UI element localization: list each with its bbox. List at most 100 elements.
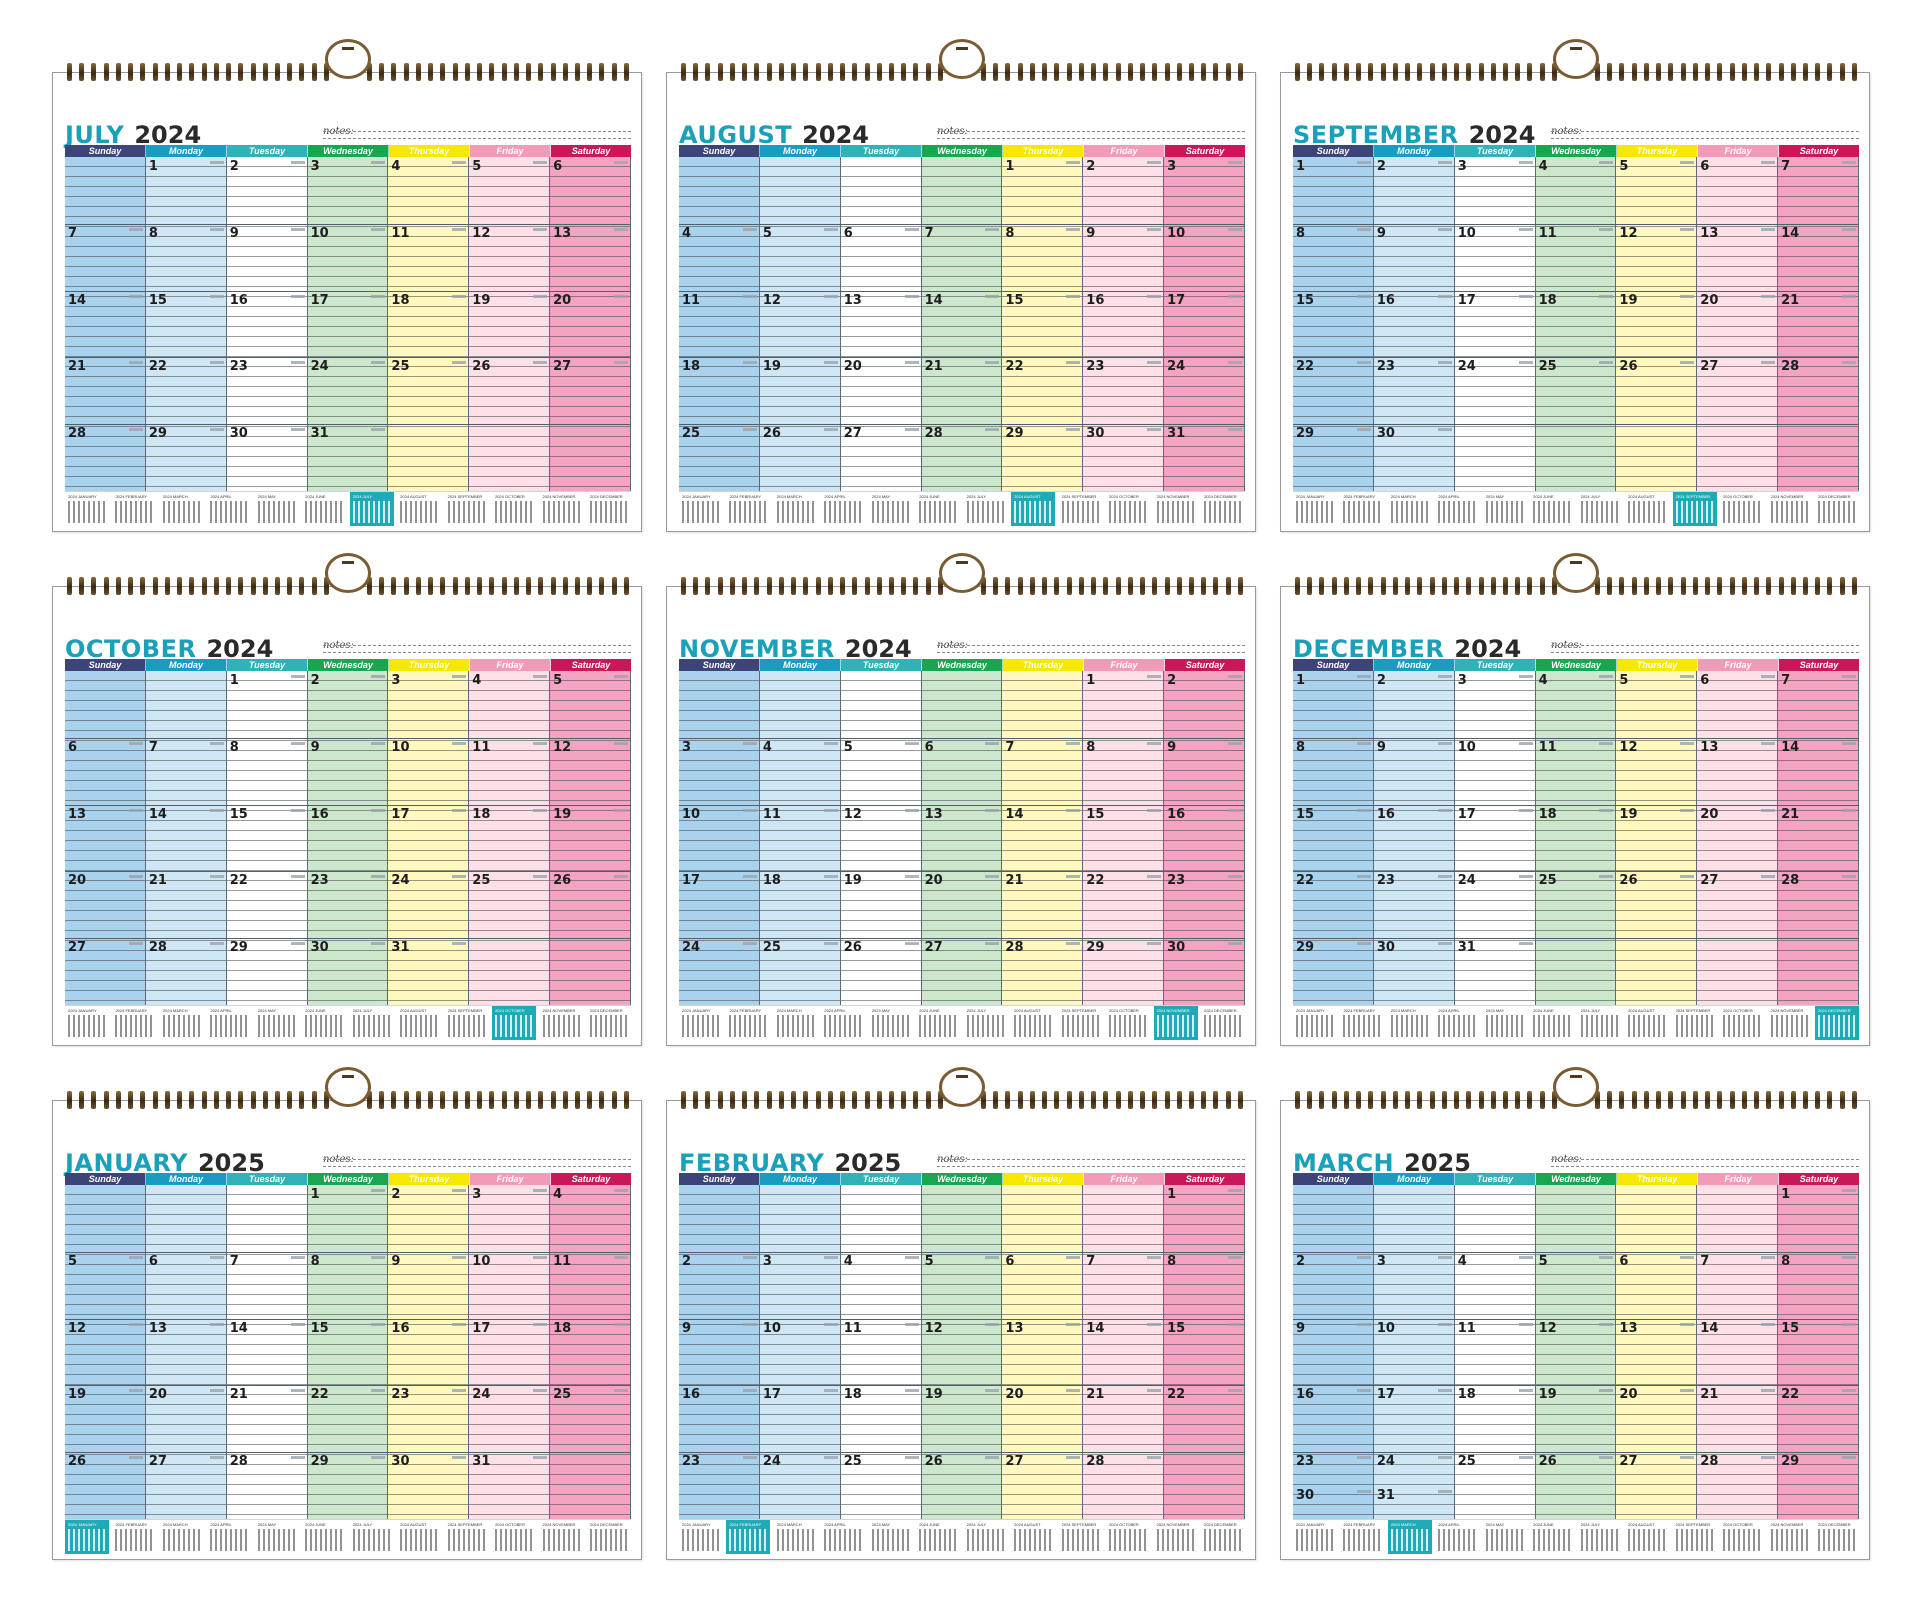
day-cell[interactable]: 25 — [679, 424, 760, 457]
day-cell[interactable]: 17 — [1455, 291, 1536, 324]
day-cell[interactable]: 16 — [227, 291, 308, 324]
day-cell[interactable]: 10 — [1455, 738, 1536, 771]
day-cell[interactable]: 21 — [1697, 1385, 1778, 1418]
day-cell[interactable]: 22 — [1083, 871, 1164, 904]
notes-area[interactable]: notes: — [323, 635, 631, 659]
day-cell[interactable]: 2 — [1083, 157, 1164, 190]
hanger-hook[interactable] — [1553, 1067, 1599, 1107]
day-cell[interactable]: 22 — [1293, 357, 1374, 390]
day-cell[interactable]: 5 — [1536, 1252, 1617, 1285]
day-cell[interactable]: 29 — [1083, 938, 1164, 971]
day-cell[interactable]: 24 — [1164, 357, 1245, 390]
day-cell[interactable]: 14 — [65, 291, 146, 324]
day-cell[interactable]: 27 — [550, 357, 631, 390]
day-cell[interactable]: 22 — [1778, 1385, 1859, 1418]
day-cell[interactable]: 11 — [469, 738, 550, 771]
day-cell[interactable]: 1 — [308, 1185, 389, 1218]
day-cell[interactable]: 15 — [1164, 1319, 1245, 1352]
day-cell[interactable]: 26 — [1616, 357, 1697, 390]
day-cell[interactable]: 28 — [1697, 1452, 1778, 1485]
day-cell[interactable]: 15 — [1002, 291, 1083, 324]
day-cell[interactable]: 25 — [1536, 871, 1617, 904]
day-cell[interactable]: 18 — [1536, 805, 1617, 838]
day-cell[interactable]: 17 — [679, 871, 760, 904]
day-cell[interactable]: 7 — [146, 738, 227, 771]
day-cell[interactable]: 29 — [1293, 938, 1374, 971]
day-cell[interactable]: 8 — [1002, 224, 1083, 257]
notes-area[interactable]: notes: — [1551, 121, 1859, 145]
day-cell[interactable]: 8 — [1293, 224, 1374, 257]
day-cell[interactable]: 3 — [1374, 1252, 1455, 1285]
day-cell[interactable]: 4 — [841, 1252, 922, 1285]
day-cell[interactable]: 16 — [1374, 291, 1455, 324]
day-cell[interactable]: 9 — [388, 1252, 469, 1285]
day-cell[interactable]: 14 — [1002, 805, 1083, 838]
day-cell[interactable]: 1 — [1778, 1185, 1859, 1218]
day-cell[interactable]: 18 — [469, 805, 550, 838]
day-cell[interactable]: 14 — [227, 1319, 308, 1352]
day-cell[interactable]: 11 — [679, 291, 760, 324]
day-cell[interactable]: 23 — [1164, 871, 1245, 904]
day-cell[interactable]: 16 — [1293, 1385, 1374, 1418]
day-cell[interactable]: 26 — [760, 424, 841, 457]
day-cell[interactable]: 19 — [1616, 805, 1697, 838]
day-cell[interactable]: 20 — [1616, 1385, 1697, 1418]
day-cell[interactable]: 1 — [1293, 671, 1374, 704]
day-cell[interactable]: 4 — [679, 224, 760, 257]
day-cell[interactable]: 22 — [1293, 871, 1374, 904]
day-cell[interactable]: 1 — [146, 157, 227, 190]
day-cell[interactable]: 1 — [1293, 157, 1374, 190]
day-cell[interactable]: 21 — [146, 871, 227, 904]
notes-area[interactable]: notes: — [1551, 635, 1859, 659]
day-cell[interactable]: 28 — [227, 1452, 308, 1485]
day-cell[interactable]: 3 — [388, 671, 469, 704]
day-cell[interactable]: 10 — [1455, 224, 1536, 257]
day-cell[interactable]: 7 — [1697, 1252, 1778, 1285]
day-cell[interactable]: 12 — [760, 291, 841, 324]
day-cell[interactable]: 21 — [1083, 1385, 1164, 1418]
day-cell[interactable]: 25 — [1536, 357, 1617, 390]
day-cell[interactable]: 29 — [1778, 1452, 1859, 1485]
day-cell[interactable]: 21 — [1778, 291, 1859, 324]
day-cell[interactable]: 2 — [679, 1252, 760, 1285]
day-cell[interactable]: 7 — [1778, 157, 1859, 190]
day-cell[interactable]: 3 — [308, 157, 389, 190]
day-cell[interactable]: 6 — [1697, 671, 1778, 704]
day-cell[interactable]: 12 — [1536, 1319, 1617, 1352]
day-cell[interactable]: 12 — [469, 224, 550, 257]
day-cell[interactable]: 18 — [841, 1385, 922, 1418]
day-cell[interactable]: 13 — [1002, 1319, 1083, 1352]
day-cell[interactable]: 13 — [1697, 738, 1778, 771]
day-cell[interactable]: 31 — [469, 1452, 550, 1485]
day-cell[interactable]: 2 — [308, 671, 389, 704]
day-cell[interactable]: 11 — [1536, 738, 1617, 771]
day-cell[interactable]: 19 — [760, 357, 841, 390]
day-cell[interactable]: 29 — [1293, 424, 1374, 457]
day-cell[interactable]: 19 — [1616, 291, 1697, 324]
hanger-hook[interactable] — [939, 39, 985, 79]
day-cell[interactable]: 30 — [1374, 424, 1455, 457]
day-cell[interactable]: 15 — [1293, 805, 1374, 838]
day-cell[interactable]: 22 — [1002, 357, 1083, 390]
day-cell[interactable]: 15 — [1083, 805, 1164, 838]
day-cell[interactable]: 4 — [1455, 1252, 1536, 1285]
day-cell[interactable]: 8 — [146, 224, 227, 257]
day-cell[interactable]: 25 — [1455, 1452, 1536, 1485]
day-cell[interactable]: 30 — [1293, 1486, 1374, 1519]
day-cell[interactable]: 21 — [922, 357, 1003, 390]
day-cell[interactable]: 19 — [469, 291, 550, 324]
day-cell[interactable]: 24 — [1455, 357, 1536, 390]
day-cell[interactable]: 5 — [1616, 671, 1697, 704]
day-cell[interactable]: 27 — [146, 1452, 227, 1485]
day-cell[interactable]: 18 — [1455, 1385, 1536, 1418]
day-cell[interactable]: 16 — [388, 1319, 469, 1352]
day-cell[interactable]: 26 — [1536, 1452, 1617, 1485]
day-cell[interactable]: 9 — [1374, 738, 1455, 771]
day-cell[interactable]: 27 — [1697, 871, 1778, 904]
day-cell[interactable]: 18 — [388, 291, 469, 324]
day-cell[interactable]: 28 — [922, 424, 1003, 457]
day-cell[interactable]: 2 — [1374, 157, 1455, 190]
day-cell[interactable]: 24 — [308, 357, 389, 390]
day-cell[interactable]: 27 — [922, 938, 1003, 971]
day-cell[interactable]: 15 — [146, 291, 227, 324]
